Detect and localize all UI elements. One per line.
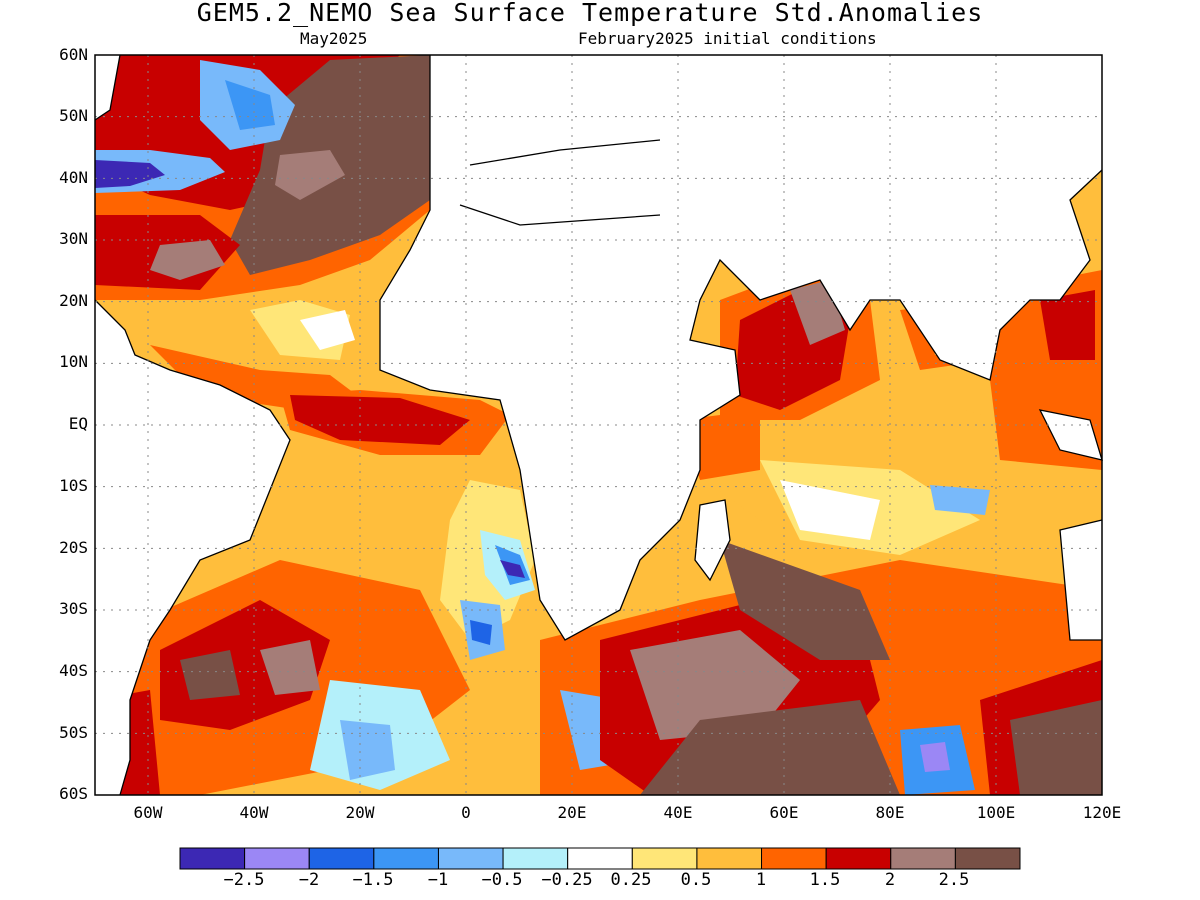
colorbar-label: 0.25 [610,870,652,890]
colorbar-swatch [890,847,956,870]
field-madagascar-brown [720,540,890,660]
lat-label-10n: 10N [59,352,88,371]
colorbar-label: −2.5 [223,870,265,890]
land-n-america-ne [95,55,120,120]
field-io-white [780,480,880,540]
field-satl-blue [340,720,395,780]
lat-label-30n: 30N [59,229,88,248]
coastline-old-world [379,55,1103,641]
lat-label-40n: 40N [59,168,88,187]
colorbar [179,847,1021,870]
lon-label-20w: 20W [345,803,375,822]
land-indonesia [1040,410,1102,460]
colorbar-label: −1.5 [352,870,394,890]
coastline-med-south [459,204,661,226]
colorbar-label: 1 [755,870,767,890]
lat-label-50s: 50S [59,723,88,742]
field-benguela-cold2 [500,560,525,578]
land-australia [1060,520,1102,640]
lat-label-30s: 30S [59,599,88,618]
field-satl-cold2 [470,620,492,645]
coastline-australia [1059,519,1103,641]
lat-label-60s: 60S [59,784,88,803]
lat-label-10s: 10S [59,476,88,495]
field-natl-mauve [275,150,345,200]
colorbar-label: 2.5 [938,870,970,890]
coastline-madagascar [694,499,731,582]
lat-label-40s: 40S [59,661,88,680]
coastline-med-north [469,139,661,166]
coastline-s-america [94,299,291,796]
colorbar-swatch [308,847,375,870]
lat-label-60n: 60N [59,45,88,64]
map-frame [94,54,1103,796]
valid-month-label: May2025 [300,29,368,48]
colorbar-label: −2 [298,870,320,890]
colorbar-swatch [373,847,439,870]
land-s-america [95,300,290,795]
field-natl-cold2 [225,80,275,130]
field-sio-brown [640,700,900,795]
field-sio-cold2 [920,742,950,772]
lon-label-60w: 60W [133,803,163,822]
colorbar-label: −0.25 [541,870,593,890]
lon-label-60e: 60E [769,803,799,822]
lon-label-0: 0 [461,803,471,822]
field-satl-mauve [260,640,320,695]
lon-label-20e: 20E [557,803,587,822]
field-sio-mauve [630,630,800,740]
colorbar-swatch [502,847,569,870]
colorbar-swatch [954,847,1021,870]
colorbar-swatch [437,847,504,870]
field-io-blue [930,485,990,515]
colorbar-swatch [761,847,827,870]
field-natl-mauve2 [150,240,225,280]
anomaly-field [95,55,1102,795]
field-satl-brown [180,650,240,700]
lon-label-100e: 100E [976,803,1016,822]
field-eq-red [290,395,470,445]
colorbar-label: −1 [427,870,449,890]
colorbar-label: 0.5 [680,870,712,890]
field-sio-brown2 [1010,700,1102,795]
init-conditions-label: February2025 initial conditions [578,29,877,48]
colorbar-label: 1.5 [809,870,841,890]
colorbar-swatch [244,847,310,870]
colorbar-swatch [567,847,633,870]
map-title: GEM5.2_NEMO Sea Surface Temperature Std.… [196,0,984,27]
lon-label-40e: 40E [663,803,693,822]
coastline-n-america [94,54,121,121]
colorbar-swatch [696,847,763,870]
graticule [95,55,1102,795]
coastlines [94,54,1103,796]
lon-label-40w: 40W [239,803,269,822]
lon-label-80e: 80E [875,803,905,822]
land-madagascar [695,500,730,580]
colorbar-swatch [825,847,892,870]
colorbar-label: 2 [884,870,896,890]
colorbar-swatch [179,847,246,870]
land-eurasia-africa [380,55,1102,640]
lat-label-20n: 20N [59,291,88,310]
lat-label-eq: EQ [68,414,88,433]
colorbar-swatch [631,847,698,870]
lat-label-20s: 20S [59,538,88,557]
field-scs-red [1040,290,1095,360]
lat-label-50n: 50N [59,106,88,125]
lon-label-120e: 120E [1082,803,1122,822]
colorbar-label: −0.5 [481,870,523,890]
field-trop-white [300,310,355,350]
